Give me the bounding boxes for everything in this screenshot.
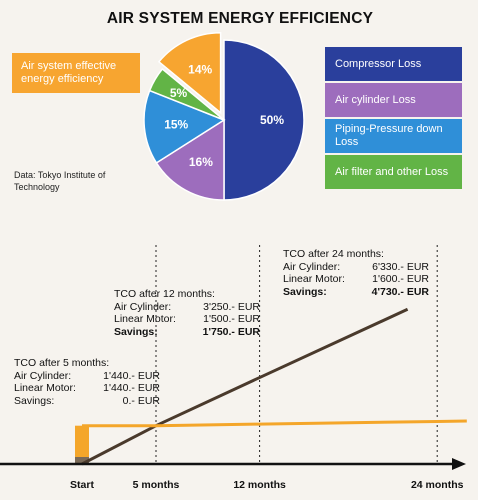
tco-block-24-months: TCO after 24 months: Air Cylinder: 6'330.… (283, 248, 429, 298)
tco-value: 1'600.- EUR (372, 273, 429, 285)
tco-label: Savings: (283, 285, 327, 298)
x-tick-label: 5 months (133, 479, 180, 491)
pie-label-air-system-effective-energy-efficiency: 14% (188, 62, 212, 76)
pie-slice-compressor-loss (223, 39, 305, 201)
tco-value: 1'750.- EUR (202, 325, 260, 338)
tco-label: Linear Motor: (283, 273, 345, 285)
tco-block-12-months: TCO after 12 months: Air Cylinder: 3'250.… (114, 288, 260, 338)
tco-line-chart: Start 5 months 12 months 24 months (0, 245, 467, 491)
tco-block-5-months: TCO after 5 months: Air Cylinder: 1'440.-… (14, 357, 160, 407)
tco-value: 6'330.- EUR (372, 260, 429, 273)
tco-label: Linear Motor: (14, 382, 76, 394)
pie-slice-air-system-effective-energy-efficiency (157, 32, 222, 115)
start-base-marker (75, 457, 89, 464)
pie-label-air-filter-and-other-loss: 5% (170, 86, 188, 100)
tco-value: 0.- EUR (122, 394, 160, 407)
tco-label: Savings: (14, 394, 55, 407)
tco-value: 1'500.- EUR (203, 313, 260, 325)
x-tick-label: Start (70, 479, 94, 491)
x-tick-label: 12 months (233, 479, 286, 491)
legend-air-filter-loss: Air filter and other Loss (325, 155, 462, 189)
tco-value: 1'440.- EUR (103, 382, 160, 394)
pie-label-air-cylinder-loss: 16% (189, 155, 213, 169)
legend-compressor-loss: Compressor Loss (325, 47, 462, 81)
tco-chart-section: Start 5 months 12 months 24 months TCO afte… (0, 220, 478, 500)
start-investment-bar (75, 425, 89, 464)
x-tick-label: 24 months (411, 479, 464, 491)
effective-efficiency-callout: Air system effective energy efficiency (12, 53, 140, 93)
tco-value: 3'250.- EUR (203, 300, 260, 313)
tco-title: TCO after 5 months: (14, 357, 110, 369)
legend-air-cylinder-loss: Air cylinder Loss (325, 83, 462, 117)
pie-slice-air-cylinder-loss (155, 118, 225, 201)
tco-title: TCO after 12 months: (114, 288, 215, 300)
source-note: Data: Tokyo Institute of Technology (14, 170, 106, 192)
tco-label: Air Cylinder: (114, 300, 172, 313)
series-line-air-cylinder (81, 307, 409, 466)
tco-value: 4'730.- EUR (371, 285, 429, 298)
series-line-linear-motor (82, 419, 467, 428)
tco-label: Air Cylinder: (14, 369, 72, 382)
pie-slice-air-filter-and-other-loss (148, 67, 225, 121)
pie-slice-piping-pressure-down-loss (143, 89, 226, 164)
tco-label: Air Cylinder: (283, 260, 341, 273)
pie-chart: 50% 16% 15% 5%14% (143, 32, 305, 201)
pie-label-piping-pressure-down-loss: 15% (164, 118, 188, 132)
pie-title: AIR SYSTEM ENERGY EFFICIENCY (106, 10, 374, 27)
legend-piping-pressure-loss: Piping-Pressure down Loss (325, 119, 462, 153)
tco-label: Savings: (114, 325, 158, 338)
x-axis-arrow-icon (452, 458, 466, 470)
tco-title: TCO after 24 months: (283, 248, 384, 260)
tco-label: Linear Motor: (114, 313, 176, 325)
pie-label-compressor-loss: 50% (260, 113, 284, 127)
tco-value: 1'440.- EUR (103, 369, 160, 382)
pie-chart-section: 50% 16% 15% 5% 14% AIR SYSTEM ENERGY EFFICIE… (0, 0, 478, 215)
